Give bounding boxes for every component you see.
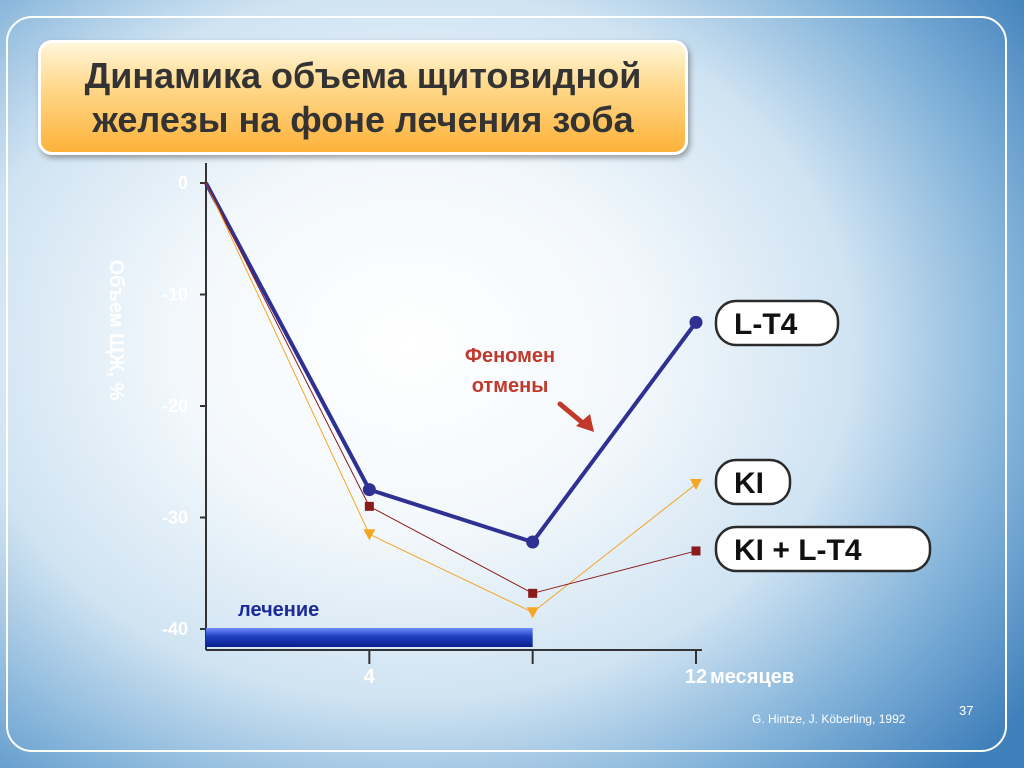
series-ki-l-t4-point-1: [364, 501, 374, 511]
series-ki-l-t4-point-2: [528, 588, 538, 598]
series-l-t4-point-3: [689, 315, 703, 329]
legend-l-t4-box: [714, 299, 840, 347]
legend-ki-label: KI: [734, 467, 764, 500]
chart-ticks: 0 -10 -20 -30 -40 4 12 месяцев Объем ЩЖ, %: [105, 173, 794, 688]
series-ki-point-1: [363, 529, 376, 541]
y-tick-label-4: -40: [162, 619, 188, 639]
treatment-period: лечение: [206, 599, 533, 647]
legend-l-t4-label: L-T4: [734, 308, 798, 341]
slide-number: 37: [959, 703, 973, 718]
x-axis-label: месяцев: [710, 666, 794, 688]
chart-legend: L-T4 KI KI + L-T4: [714, 299, 932, 573]
treatment-label: лечение: [238, 599, 319, 621]
chart-series: [204, 182, 703, 619]
title-box: Динамика объема щитовидной железы на фон…: [38, 40, 688, 155]
chart-title: Динамика объема щитовидной железы на фон…: [85, 54, 642, 142]
slide-frame: [6, 16, 1007, 752]
series-ki-point-2: [526, 607, 539, 619]
chart-title-line-2: железы на фоне лечения зоба: [92, 98, 634, 140]
series-ki-l-t4-line: [205, 182, 697, 594]
annotation-arrow-head: [576, 414, 594, 432]
annotation-group: Феномен отмены: [465, 345, 594, 432]
y-axis-label: Объем ЩЖ, %: [105, 260, 127, 401]
series-ki-line: [205, 182, 697, 613]
y-tick-label-0: 0: [178, 173, 188, 193]
y-tick-label-2: -20: [162, 396, 188, 416]
chart-title-line-1: Динамика объема щитовидной: [84, 54, 642, 96]
legend-ki-l-t4-box: [714, 525, 932, 573]
series-ki-point-3: [690, 479, 702, 491]
treatment-bar: [206, 628, 533, 647]
series-ki-l-t4-point-3: [691, 546, 701, 556]
series-l-t4-line: [204, 182, 698, 545]
x-tick-label-2: 12: [685, 666, 707, 688]
chart-axes: [205, 163, 702, 651]
x-tick-label-0: 4: [364, 666, 376, 688]
annotation-line-2: отмены: [472, 375, 549, 397]
annotation-line-1: Феномен: [465, 345, 555, 367]
source-credit: G. Hintze, J. Köberling, 1992: [752, 712, 906, 726]
series-l-t4-point-1: [362, 483, 376, 497]
legend-ki-box: [714, 458, 792, 506]
annotation-arrow-shaft: [557, 401, 587, 427]
y-tick-label-1: -10: [162, 285, 188, 305]
series-l-t4-point-2: [526, 535, 540, 549]
legend-ki-l-t4-label: KI + L-T4: [734, 534, 862, 567]
y-tick-label-3: -30: [162, 508, 188, 528]
